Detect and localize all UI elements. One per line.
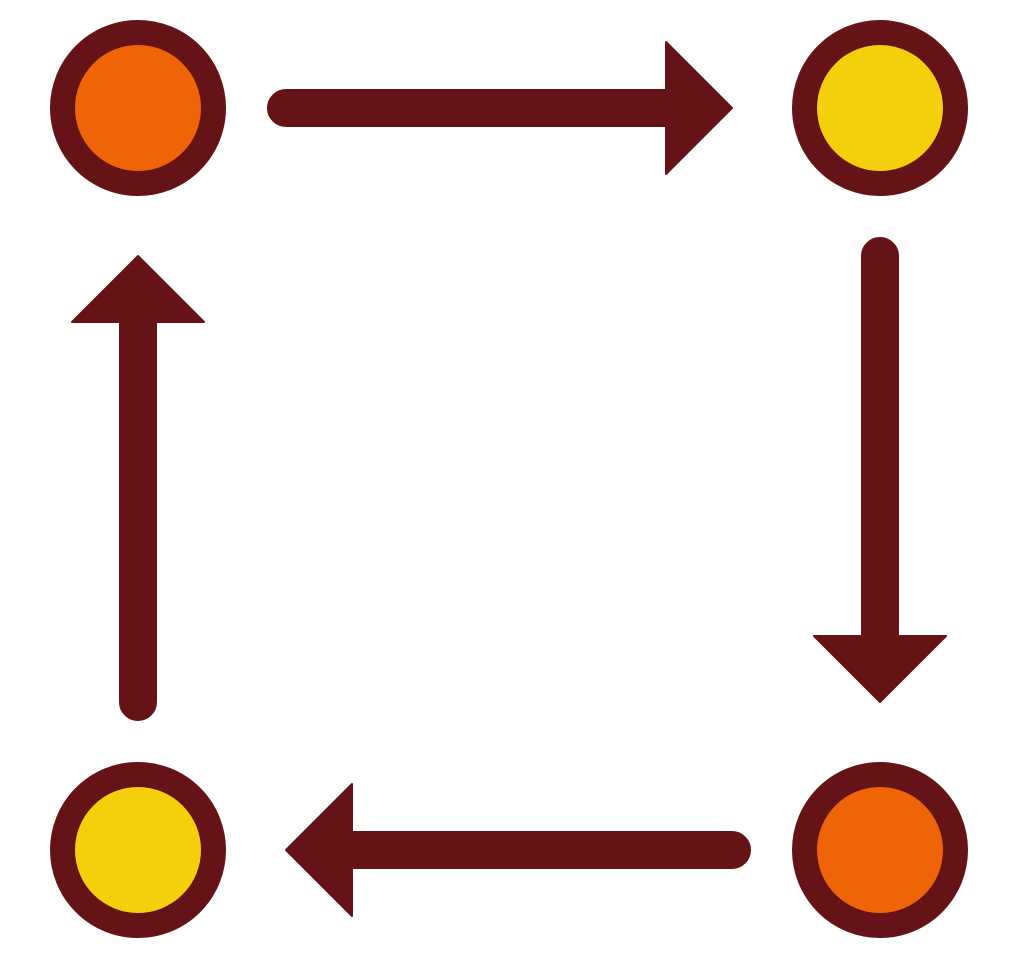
node-bottom-right <box>805 775 956 926</box>
node-bottom-left <box>63 775 214 926</box>
cycle-diagram <box>0 0 1017 980</box>
node-top-right <box>805 33 956 184</box>
node-top-left <box>63 33 214 184</box>
